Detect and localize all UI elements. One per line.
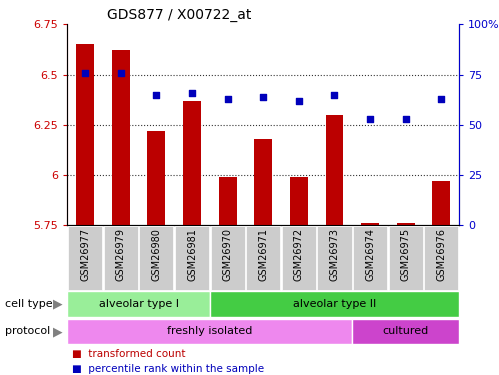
FancyBboxPatch shape [317, 226, 351, 290]
Text: GDS877 / X00722_at: GDS877 / X00722_at [107, 8, 251, 22]
FancyBboxPatch shape [67, 319, 352, 344]
FancyBboxPatch shape [175, 226, 209, 290]
Text: alveolar type II: alveolar type II [293, 299, 376, 309]
FancyBboxPatch shape [246, 226, 280, 290]
Text: GSM26970: GSM26970 [223, 228, 233, 281]
Text: ▶: ▶ [53, 298, 62, 310]
Text: GSM26979: GSM26979 [116, 228, 126, 281]
Point [259, 94, 267, 100]
Point [117, 69, 125, 75]
Bar [290, 177, 308, 225]
Bar [148, 131, 165, 225]
Text: ▶: ▶ [53, 325, 62, 338]
Bar [219, 177, 237, 225]
Text: GSM26977: GSM26977 [80, 228, 90, 281]
Text: protocol: protocol [5, 327, 50, 336]
FancyBboxPatch shape [139, 226, 174, 290]
FancyBboxPatch shape [424, 226, 459, 290]
Bar [76, 44, 94, 225]
Text: GSM26974: GSM26974 [365, 228, 375, 281]
Text: cultured: cultured [383, 327, 429, 336]
Bar [183, 100, 201, 225]
Text: GSM26973: GSM26973 [329, 228, 339, 281]
FancyBboxPatch shape [67, 291, 210, 317]
Point [366, 116, 374, 122]
Text: ■  percentile rank within the sample: ■ percentile rank within the sample [72, 364, 264, 374]
Text: GSM26981: GSM26981 [187, 228, 197, 281]
Text: freshly isolated: freshly isolated [167, 327, 252, 336]
Text: ■  transformed count: ■ transformed count [72, 349, 186, 358]
Bar [397, 223, 415, 225]
Text: GSM26975: GSM26975 [401, 228, 411, 281]
Text: cell type: cell type [5, 299, 52, 309]
Text: alveolar type I: alveolar type I [99, 299, 179, 309]
Point [437, 96, 445, 102]
Point [224, 96, 232, 102]
Bar [325, 115, 343, 225]
Point [295, 98, 303, 104]
FancyBboxPatch shape [104, 226, 138, 290]
FancyBboxPatch shape [68, 226, 102, 290]
Bar [432, 181, 450, 225]
FancyBboxPatch shape [389, 226, 423, 290]
Text: GSM26972: GSM26972 [294, 228, 304, 281]
Point [330, 92, 338, 98]
FancyBboxPatch shape [210, 291, 459, 317]
Point [402, 116, 410, 122]
Bar [361, 223, 379, 225]
FancyBboxPatch shape [352, 319, 459, 344]
Point [188, 90, 196, 96]
FancyBboxPatch shape [282, 226, 316, 290]
Bar [254, 139, 272, 225]
FancyBboxPatch shape [211, 226, 245, 290]
Text: GSM26980: GSM26980 [151, 228, 161, 281]
Point [152, 92, 160, 98]
Text: GSM26971: GSM26971 [258, 228, 268, 281]
Text: GSM26976: GSM26976 [436, 228, 446, 281]
Point [81, 69, 89, 75]
FancyBboxPatch shape [353, 226, 387, 290]
Bar [112, 51, 130, 225]
